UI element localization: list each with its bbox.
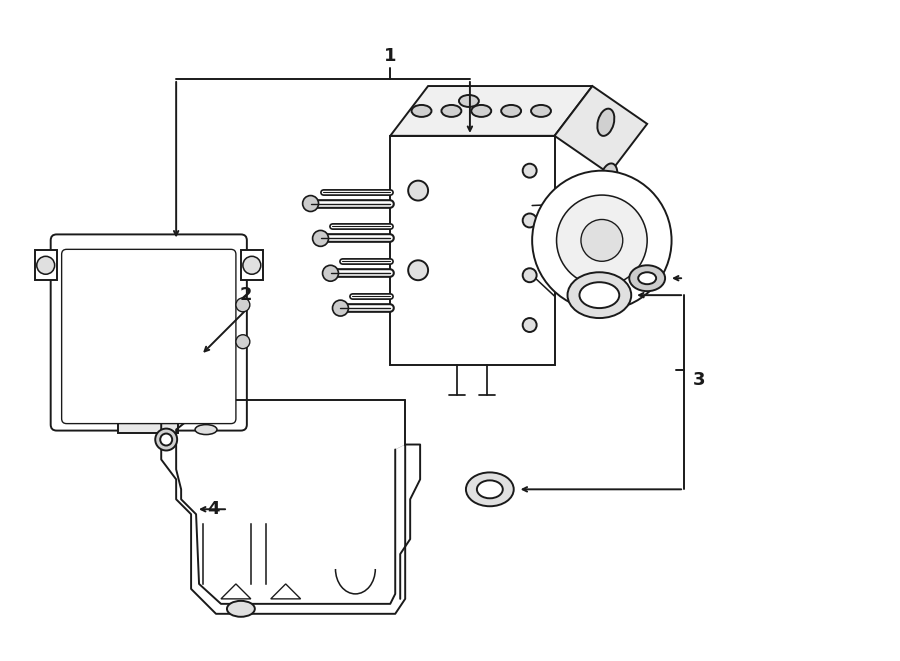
Text: 1: 1 xyxy=(384,47,397,65)
Circle shape xyxy=(236,334,250,348)
Circle shape xyxy=(155,428,177,451)
Polygon shape xyxy=(221,584,251,599)
Polygon shape xyxy=(391,86,592,136)
Ellipse shape xyxy=(459,95,479,107)
Text: 3: 3 xyxy=(693,371,706,389)
Ellipse shape xyxy=(531,105,551,117)
Polygon shape xyxy=(271,584,301,599)
Circle shape xyxy=(556,195,647,286)
Polygon shape xyxy=(241,251,263,280)
Circle shape xyxy=(409,260,428,280)
Circle shape xyxy=(523,214,536,227)
Ellipse shape xyxy=(466,473,514,506)
Circle shape xyxy=(160,434,172,446)
Text: 2: 2 xyxy=(239,286,252,304)
Ellipse shape xyxy=(195,424,217,434)
Ellipse shape xyxy=(501,105,521,117)
Circle shape xyxy=(236,298,250,312)
Ellipse shape xyxy=(472,105,491,117)
Circle shape xyxy=(409,180,428,200)
FancyBboxPatch shape xyxy=(61,249,236,424)
Ellipse shape xyxy=(580,282,619,308)
Circle shape xyxy=(312,231,328,247)
Circle shape xyxy=(580,219,623,261)
Circle shape xyxy=(523,164,536,178)
FancyBboxPatch shape xyxy=(50,235,247,430)
Circle shape xyxy=(243,256,261,274)
Circle shape xyxy=(322,265,338,281)
Polygon shape xyxy=(35,251,57,280)
Text: 4: 4 xyxy=(207,500,220,518)
Bar xyxy=(119,412,178,432)
Ellipse shape xyxy=(638,272,656,284)
Polygon shape xyxy=(554,86,647,174)
Ellipse shape xyxy=(441,105,462,117)
Circle shape xyxy=(332,300,348,316)
Ellipse shape xyxy=(629,265,665,291)
Ellipse shape xyxy=(411,105,431,117)
Circle shape xyxy=(523,318,536,332)
Circle shape xyxy=(532,171,671,310)
Ellipse shape xyxy=(568,272,631,318)
Circle shape xyxy=(37,256,55,274)
Ellipse shape xyxy=(600,163,617,190)
Circle shape xyxy=(523,268,536,282)
Circle shape xyxy=(302,196,319,212)
Bar xyxy=(391,136,554,365)
Ellipse shape xyxy=(227,601,255,617)
Ellipse shape xyxy=(598,108,615,136)
Ellipse shape xyxy=(477,481,503,498)
Polygon shape xyxy=(161,400,405,614)
